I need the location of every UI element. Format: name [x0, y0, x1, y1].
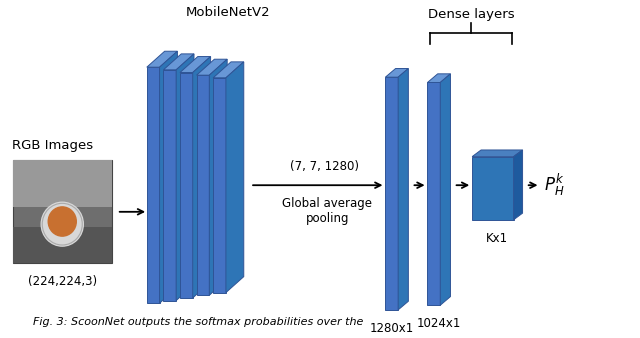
Polygon shape [209, 59, 227, 295]
Polygon shape [213, 78, 226, 293]
Polygon shape [13, 227, 112, 263]
Polygon shape [428, 74, 451, 82]
Polygon shape [472, 150, 522, 156]
Polygon shape [196, 59, 227, 75]
Polygon shape [226, 62, 244, 293]
Polygon shape [180, 73, 193, 298]
Text: (7, 7, 1280): (7, 7, 1280) [290, 160, 358, 173]
Text: $P_H^k$: $P_H^k$ [543, 172, 564, 198]
Text: Kx1: Kx1 [486, 232, 508, 245]
Polygon shape [13, 160, 112, 263]
Polygon shape [176, 54, 194, 300]
Circle shape [48, 207, 76, 236]
Polygon shape [159, 51, 177, 303]
Text: (224,224,3): (224,224,3) [28, 275, 97, 288]
Polygon shape [514, 150, 522, 220]
Polygon shape [13, 160, 112, 207]
Polygon shape [428, 82, 440, 305]
Text: Dense layers: Dense layers [428, 8, 514, 21]
Polygon shape [147, 67, 159, 303]
Polygon shape [180, 56, 211, 73]
Polygon shape [147, 51, 177, 67]
Polygon shape [440, 74, 451, 305]
Polygon shape [193, 56, 211, 298]
Text: Global average
pooling: Global average pooling [282, 197, 372, 225]
Text: 1024x1: 1024x1 [417, 317, 461, 330]
Polygon shape [472, 156, 514, 220]
Polygon shape [213, 62, 244, 78]
Polygon shape [398, 69, 408, 310]
Text: RGB Images: RGB Images [12, 139, 93, 152]
Polygon shape [196, 75, 209, 295]
Polygon shape [385, 69, 408, 77]
Text: Fig. 3: ScoonNet outputs the softmax probabilities over the: Fig. 3: ScoonNet outputs the softmax pro… [33, 316, 364, 327]
Polygon shape [385, 77, 398, 310]
Text: MobileNetV2: MobileNetV2 [186, 6, 270, 19]
Circle shape [41, 202, 83, 246]
Polygon shape [163, 70, 176, 300]
Polygon shape [163, 54, 194, 70]
Text: 1280x1: 1280x1 [370, 322, 414, 335]
